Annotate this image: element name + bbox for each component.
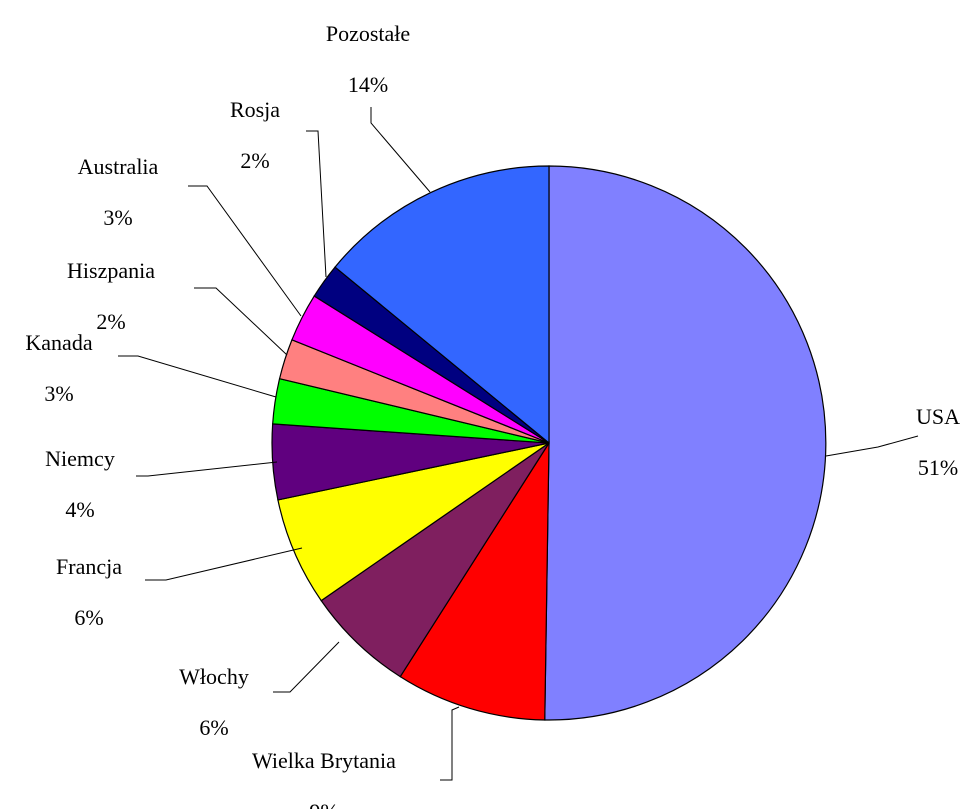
slice-percent-label: 2% [240,148,269,173]
slice-label: USA [916,404,960,429]
slice-label: Włochy [179,664,249,689]
slice-percent-label: 6% [74,605,103,630]
slice-labels: USA 51% Wielka Brytania 9% Włochy 6% Francja 6%… [25,21,960,809]
slice-label: Kanada [25,330,92,355]
pie-slice-wielka-brytania [399,440,550,721]
pie-slice-pozostałe [334,165,550,445]
slice-label: Pozostałe [326,21,410,46]
leader-line [145,547,303,581]
slice-label: Francja [56,554,122,579]
leader-line [440,706,460,781]
leader-lines [118,107,919,781]
leader-line [136,461,278,477]
slice-percent-label: 9% [309,799,338,809]
slice-percent-label: 2% [96,309,125,334]
leader-line [273,641,340,693]
pie-slices [271,165,827,721]
slice-percent-label: 3% [103,205,132,230]
slice-label: Hiszpania [67,258,155,283]
leader-line [306,130,327,278]
leader-line [118,355,277,398]
slice-percent-label: 51% [918,455,958,480]
slice-percent-label: 6% [199,715,228,740]
leader-line [370,107,431,193]
slice-percent-label: 14% [348,72,388,97]
slice-percent-label: 3% [44,381,73,406]
slice-label: Australia [78,154,159,179]
slice-label: Rosja [230,97,280,122]
slice-percent-label: 4% [65,497,94,522]
slice-label: Wielka Brytania [252,748,396,773]
leader-line [188,185,302,317]
leader-line [825,435,919,457]
slice-label: Niemcy [45,446,115,471]
leader-line [194,287,288,356]
pie-slice-usa [544,165,827,721]
